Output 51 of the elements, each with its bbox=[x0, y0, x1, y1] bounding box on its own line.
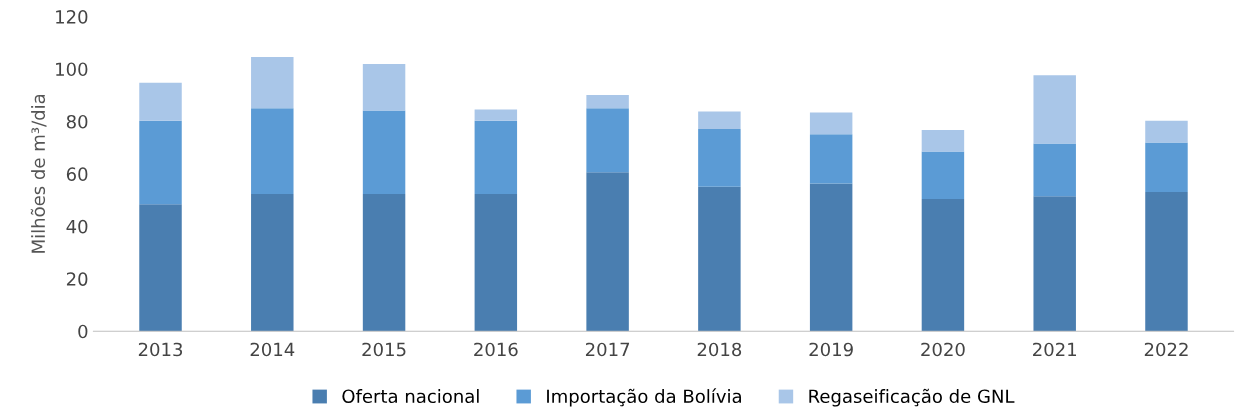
x-tick-label: 2019 bbox=[809, 342, 853, 357]
bar bbox=[474, 194, 518, 332]
bar bbox=[809, 112, 853, 135]
bar bbox=[139, 120, 182, 205]
bar bbox=[1033, 196, 1076, 332]
bar bbox=[1033, 75, 1076, 144]
y-tick-label: 100 bbox=[56, 62, 88, 77]
bar bbox=[362, 194, 406, 332]
bar bbox=[586, 108, 629, 173]
x-tick-label: 2016 bbox=[474, 342, 518, 357]
y-tick-label: 0 bbox=[78, 324, 88, 339]
legend-label: Regaseificação de GNL bbox=[809, 388, 1015, 407]
bar bbox=[474, 120, 518, 195]
x-tick-label: 2018 bbox=[697, 342, 742, 357]
x-tick-label: 2022 bbox=[1144, 342, 1188, 357]
x-tick-label: 2014 bbox=[250, 342, 295, 357]
bar bbox=[809, 134, 853, 184]
bar bbox=[698, 186, 741, 332]
bar bbox=[921, 151, 965, 200]
bar bbox=[586, 94, 629, 109]
bar bbox=[698, 111, 741, 130]
y-tick-label: 80 bbox=[66, 114, 88, 129]
bar bbox=[139, 82, 182, 121]
legend-label: Oferta nacional bbox=[342, 389, 479, 404]
bar bbox=[1145, 120, 1188, 143]
bar bbox=[586, 172, 629, 332]
bar bbox=[474, 109, 518, 121]
bar bbox=[362, 64, 406, 111]
bar bbox=[921, 199, 965, 332]
bar bbox=[251, 108, 294, 195]
bar bbox=[1033, 143, 1076, 197]
bar bbox=[809, 183, 853, 332]
bar bbox=[698, 129, 741, 187]
bar bbox=[251, 56, 294, 109]
x-tick-label: 2021 bbox=[1033, 342, 1077, 357]
y-axis-title: Milhões de m³/dia bbox=[30, 94, 47, 253]
bar bbox=[1145, 191, 1188, 332]
x-tick-label: 2015 bbox=[362, 342, 406, 357]
bar bbox=[362, 110, 406, 195]
bar bbox=[139, 204, 182, 332]
y-tick-label: 20 bbox=[66, 272, 88, 286]
bar bbox=[1145, 142, 1188, 192]
bar bbox=[251, 194, 294, 332]
y-tick-label: 120 bbox=[56, 10, 88, 24]
x-tick-label: 2013 bbox=[138, 342, 183, 357]
bar bbox=[921, 130, 965, 152]
x-tick-label: 2020 bbox=[921, 342, 965, 357]
x-tick-label: 2017 bbox=[585, 342, 630, 357]
y-tick-label: 40 bbox=[66, 219, 88, 234]
y-tick-label: 60 bbox=[66, 167, 88, 181]
legend-label: Importação da Bolívia bbox=[547, 388, 741, 407]
